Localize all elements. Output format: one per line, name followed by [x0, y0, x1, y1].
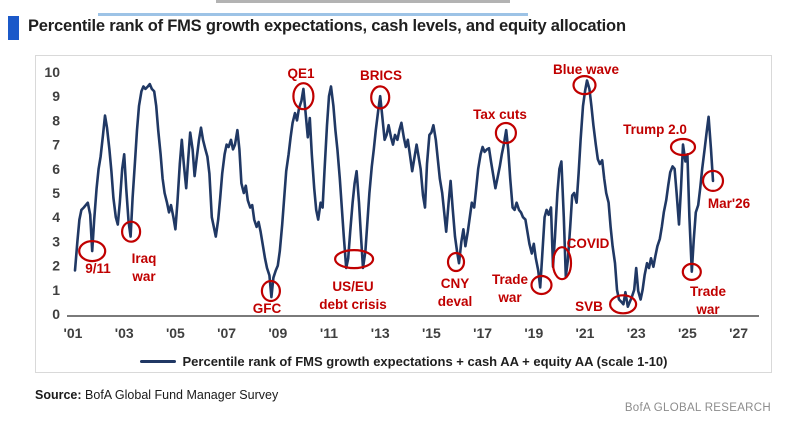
source-prefix: Source: — [35, 388, 82, 402]
annotation-circle-qe1 — [292, 82, 315, 111]
annotation-circle-gfc — [260, 279, 281, 303]
annotation-label-cny-deval: CNY — [441, 276, 470, 291]
y-axis-tick-label: 8 — [52, 112, 60, 128]
y-axis-tick-label: 7 — [52, 137, 60, 153]
annotation-label-brics: BRICS — [360, 68, 402, 83]
x-axis-tick-label: '11 — [320, 325, 338, 341]
annotation-circle-brics — [370, 85, 391, 110]
annotation-circle-trade-war-2025 — [681, 262, 702, 281]
x-axis-tick-label: '01 — [64, 325, 83, 341]
chart-panel: 0 1 2 3 4 5 6 7 8 9 10 '01 '03 '05 '07 '09 '11 '13 '15 '17 '… — [35, 55, 772, 373]
annotation-circle-blue-wave — [572, 75, 597, 96]
annotation-circle-us-eu-debt-crisis — [334, 249, 375, 270]
x-axis-tick-label: '21 — [576, 325, 595, 341]
x-axis-tick-label: '27 — [729, 325, 748, 341]
top-divider-gray — [216, 0, 510, 3]
source-text: BofA Global Fund Manager Survey — [85, 388, 279, 402]
y-axis-tick-label: 4 — [52, 209, 60, 225]
annotation-circle-tax-cuts — [494, 121, 517, 145]
annotation-label-trade-war-2019: war — [497, 290, 522, 305]
annotation-label-cny-deval: deval — [438, 294, 473, 309]
annotation-label-9-11: 9/11 — [85, 261, 111, 276]
y-axis-tick-label: 6 — [52, 161, 60, 177]
title-bullet-icon — [8, 16, 19, 40]
annotation-circle-cny-deval — [446, 251, 466, 273]
y-axis-tick-label: 2 — [52, 258, 60, 274]
page-title: Percentile rank of FMS growth expectatio… — [28, 17, 626, 35]
x-axis-tick-label: '05 — [166, 325, 185, 341]
y-axis-tick-label: 10 — [44, 64, 60, 80]
annotation-label-trump-2-0: Trump 2.0 — [623, 122, 687, 137]
x-axis-tick-label: '17 — [473, 325, 492, 341]
chart-legend: Percentile rank of FMS growth expectatio… — [36, 354, 771, 369]
x-axis-tick-label: '15 — [422, 325, 441, 341]
annotation-label-us-eu-debt-crisis: debt crisis — [319, 297, 387, 312]
x-axis-tick-label: '23 — [627, 325, 646, 341]
x-axis-tick-label: '19 — [524, 325, 543, 341]
annotation-label-gfc: GFC — [253, 301, 282, 316]
y-axis-tick-label: 5 — [52, 185, 60, 201]
x-axis-tick-label: '09 — [268, 325, 287, 341]
annotation-circle-trade-war-2019 — [530, 274, 553, 296]
brand-footer: BofA GLOBAL RESEARCH — [624, 402, 771, 414]
annotation-label-covid: COVID — [567, 236, 610, 251]
legend-line-icon — [139, 360, 176, 363]
source-row: Source: BofA Global Fund Manager Survey — [35, 388, 278, 402]
annotation-circle-9-11 — [78, 240, 107, 263]
annotation-label-trade-war-2019: Trade — [492, 272, 529, 287]
title-row: Percentile rank of FMS growth expectatio… — [8, 15, 626, 40]
annotation-label-iraq-war: war — [131, 269, 156, 284]
annotation-label-tax-cuts: Tax cuts — [473, 107, 527, 122]
annotation-label-svb: SVB — [575, 299, 603, 314]
top-divider-blue — [98, 13, 528, 16]
annotation-label-blue-wave: Blue wave — [553, 62, 620, 77]
data-series-line — [73, 79, 715, 308]
x-axis-tick-label: '07 — [217, 325, 236, 341]
annotation-circle-covid — [551, 246, 573, 281]
y-axis-tick-label: 3 — [52, 233, 60, 249]
annotation-label-trade-war-2025: war — [695, 302, 720, 317]
annotation-circle-svb — [608, 294, 638, 315]
y-axis-tick-label: 9 — [52, 88, 60, 104]
line-chart: 0 1 2 3 4 5 6 7 8 9 10 '01 '03 '05 '07 '09 '11 '13 '15 '17 '… — [44, 62, 759, 341]
x-axis-tick-label: '13 — [371, 325, 390, 341]
annotation-label-iraq-war: Iraq — [132, 251, 157, 266]
annotation-circle-iraq-war — [120, 220, 142, 243]
x-axis-tick-label: '25 — [678, 325, 697, 341]
y-axis-tick-label: 0 — [52, 306, 60, 322]
annotation-circle-trump-2-0 — [669, 137, 697, 157]
annotation-label-us-eu-debt-crisis: US/EU — [332, 279, 373, 294]
y-axis-tick-label: 1 — [52, 282, 60, 298]
annotation-label-qe1: QE1 — [287, 66, 315, 81]
x-axis-tick-label: '03 — [115, 325, 134, 341]
annotation-circle-mar-26 — [701, 169, 725, 193]
annotation-label-trade-war-2025: Trade — [690, 284, 727, 299]
legend-label: Percentile rank of FMS growth expectatio… — [182, 354, 668, 369]
annotation-label-mar-26: Mar'26 — [708, 196, 751, 211]
